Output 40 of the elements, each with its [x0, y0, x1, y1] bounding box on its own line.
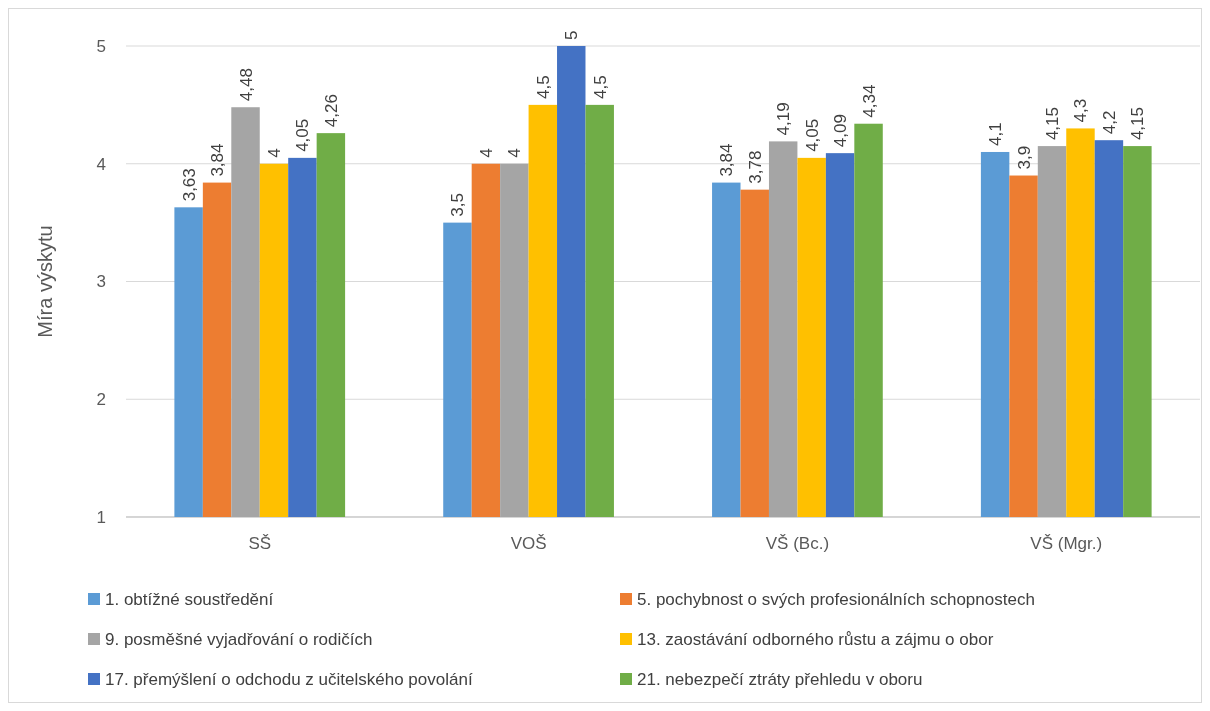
- x-tick-label: VŠ (Mgr.): [1030, 534, 1103, 553]
- y-tick-label: 3: [96, 272, 106, 292]
- data-label: 4,19: [774, 102, 794, 136]
- data-label: 4,2: [1099, 110, 1119, 135]
- data-label: 4,09: [831, 114, 851, 148]
- data-label: 4,05: [802, 118, 822, 152]
- data-label: 4: [264, 148, 284, 158]
- data-label: 4: [505, 148, 525, 158]
- y-tick-label: 5: [96, 36, 106, 56]
- data-label: 3,84: [208, 143, 228, 177]
- data-label: 3,78: [745, 150, 765, 184]
- y-axis-title: Míra výskytu: [34, 225, 56, 338]
- data-label: 3,84: [717, 143, 737, 177]
- legend-label: 9. posměšné vyjadřování o rodičích: [105, 630, 373, 649]
- x-tick-label: VŠ (Bc.): [765, 534, 830, 553]
- data-label: 4,05: [293, 118, 313, 152]
- data-label: 4,5: [590, 75, 610, 99]
- legend-label: 1. obtížné soustředění: [105, 590, 274, 609]
- x-tick-label: VOŠ: [510, 534, 547, 553]
- data-label: 4,15: [1043, 106, 1063, 141]
- legend-label: 5. pochybnost o svých profesionálních schopnostech: [637, 590, 1035, 609]
- data-label: 5: [562, 30, 582, 40]
- y-tick-label: 4: [96, 154, 106, 174]
- data-label: 4,15: [1128, 106, 1148, 141]
- data-label: 3,9: [1014, 145, 1034, 170]
- y-tick-label: 2: [96, 390, 106, 410]
- data-label: 3,5: [448, 192, 468, 217]
- legend-label: 17. přemýšlení o odchodu z učitelského povolání: [105, 670, 473, 689]
- data-label: 4,26: [321, 94, 341, 128]
- data-label: 4,5: [533, 75, 553, 99]
- data-label: 4,48: [236, 68, 256, 102]
- data-label: 3,63: [179, 168, 199, 202]
- legend-label: 13. zaostávání odborného růstu a zájmu o obor: [637, 630, 994, 649]
- y-tick-label: 1: [96, 507, 106, 527]
- data-label: 4,3: [1071, 98, 1091, 123]
- data-label: 4,34: [859, 84, 879, 118]
- data-label: 4,1: [986, 122, 1006, 146]
- legend-label: 21. nebezpečí ztráty přehledu v oboru: [637, 670, 923, 689]
- x-tick-label: SŠ: [248, 534, 272, 553]
- data-label: 4: [476, 148, 496, 158]
